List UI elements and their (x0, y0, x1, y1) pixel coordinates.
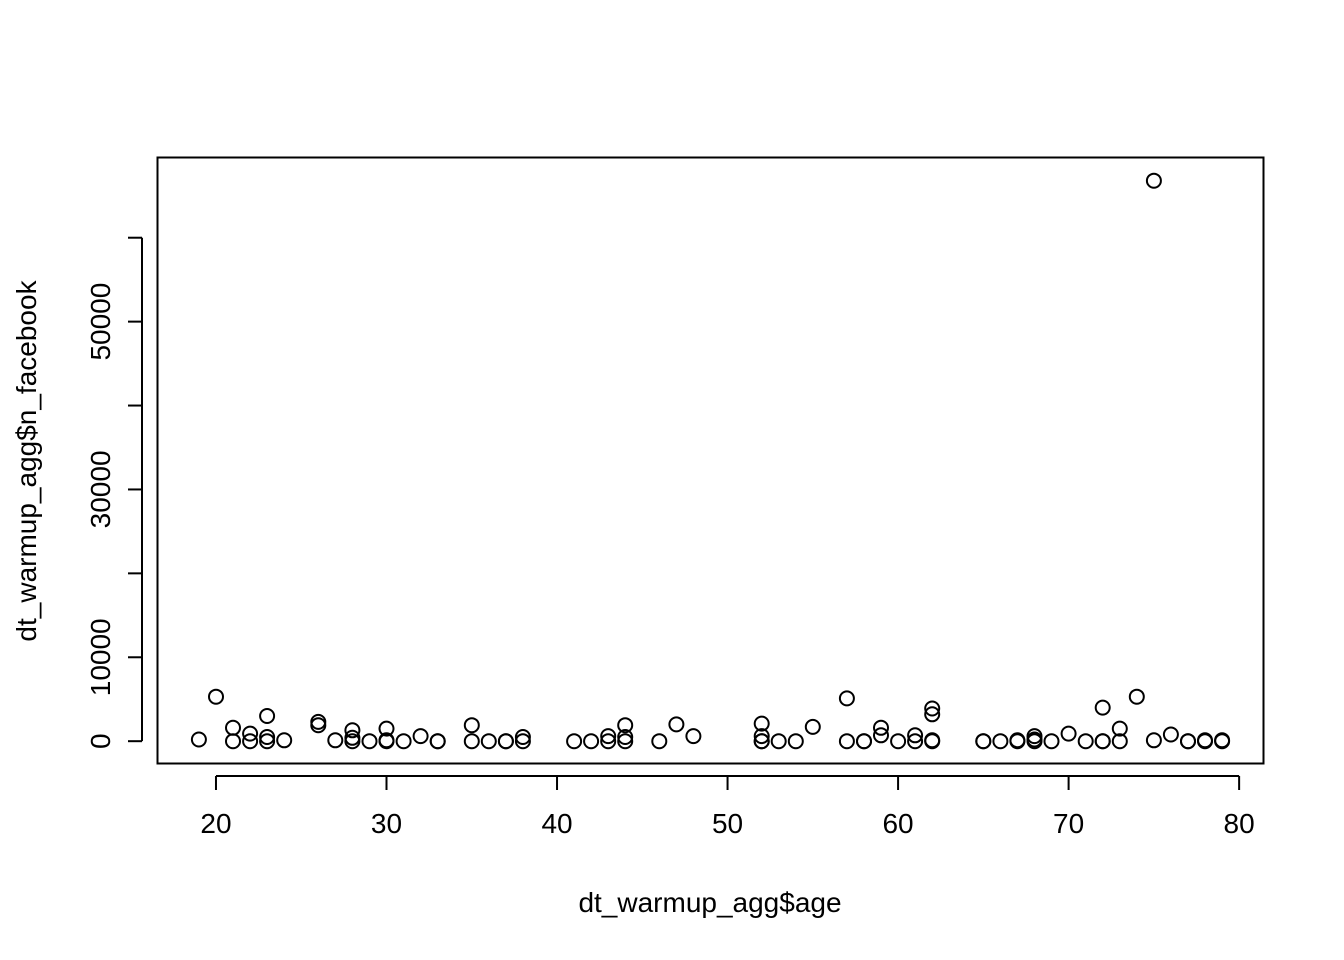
data-point (890, 733, 907, 750)
data-point (566, 733, 583, 750)
data-point (1111, 733, 1128, 750)
data-point (412, 728, 429, 745)
data-point (310, 717, 327, 734)
data-point (617, 729, 634, 745)
data-point (242, 733, 259, 750)
data-point (190, 731, 207, 748)
data-point (600, 728, 617, 745)
data-point (1111, 720, 1128, 737)
data-point (208, 688, 224, 705)
data-point (344, 733, 361, 750)
data-point (907, 727, 924, 744)
data-point (378, 720, 395, 737)
data-point (225, 733, 241, 750)
data-point (583, 733, 600, 750)
data-point (1180, 733, 1196, 750)
data-points (190, 172, 1231, 750)
data-point (804, 718, 821, 735)
x-tick-label: 20 (200, 808, 231, 839)
data-point (1094, 699, 1111, 716)
y-axis: 0 10000 30000 50000 (85, 236, 143, 749)
data-point (873, 719, 889, 736)
data-point (1009, 732, 1026, 749)
data-point (856, 733, 872, 750)
data-point (975, 733, 992, 750)
data-point (429, 733, 446, 750)
data-point (514, 733, 531, 750)
x-tick-label: 60 (882, 808, 913, 839)
y-axis-title: dt_warmup_agg$n_facebook (11, 279, 42, 641)
data-point (395, 733, 412, 750)
data-point (787, 733, 804, 750)
data-point (378, 732, 395, 749)
x-tick-label: 30 (371, 808, 402, 839)
x-tick-label: 70 (1053, 808, 1084, 839)
data-point (1128, 688, 1145, 705)
data-point (327, 732, 344, 749)
data-point (497, 733, 514, 750)
x-tick-label: 80 (1224, 808, 1255, 839)
data-point (753, 733, 770, 750)
data-point (600, 733, 617, 750)
data-point (617, 717, 634, 734)
data-point (480, 733, 497, 750)
data-point (276, 732, 293, 749)
y-tick-label: 50000 (85, 283, 116, 361)
x-axis-title: dt_warmup_agg$age (578, 887, 841, 918)
data-point (1026, 733, 1043, 750)
data-point (463, 733, 480, 750)
data-point (1214, 732, 1231, 749)
data-point (1060, 725, 1077, 742)
data-point (873, 727, 889, 744)
data-point (463, 717, 480, 734)
data-point (924, 706, 941, 723)
data-point (1077, 733, 1094, 750)
data-point (668, 716, 685, 733)
data-point (685, 728, 702, 745)
data-point (924, 700, 941, 717)
data-point (259, 729, 276, 745)
data-point (1197, 732, 1213, 749)
data-point (753, 715, 770, 732)
x-tick-label: 40 (541, 808, 572, 839)
x-axis: 20 30 40 50 60 70 80 (200, 775, 1255, 839)
data-point (992, 733, 1009, 750)
data-point (361, 733, 378, 750)
data-point (259, 733, 276, 750)
y-tick-label: 30000 (85, 450, 116, 528)
data-point (259, 708, 276, 724)
plot-frame (156, 156, 1265, 765)
data-point (1094, 733, 1111, 750)
data-point (651, 733, 668, 750)
y-tick-label: 0 (85, 733, 116, 749)
data-point (1145, 732, 1162, 749)
data-point (770, 733, 787, 750)
y-tick-label: 10000 (85, 618, 116, 696)
data-point (1145, 172, 1162, 189)
data-point (617, 733, 634, 750)
data-point (924, 733, 941, 750)
data-point (753, 728, 770, 745)
data-point (838, 733, 855, 750)
data-point (514, 729, 531, 745)
data-point (242, 725, 259, 742)
data-point (838, 690, 855, 707)
data-point (344, 722, 361, 739)
data-point (907, 733, 924, 750)
x-tick-label: 50 (712, 808, 743, 839)
data-point (1162, 726, 1179, 743)
data-point (1043, 733, 1060, 750)
